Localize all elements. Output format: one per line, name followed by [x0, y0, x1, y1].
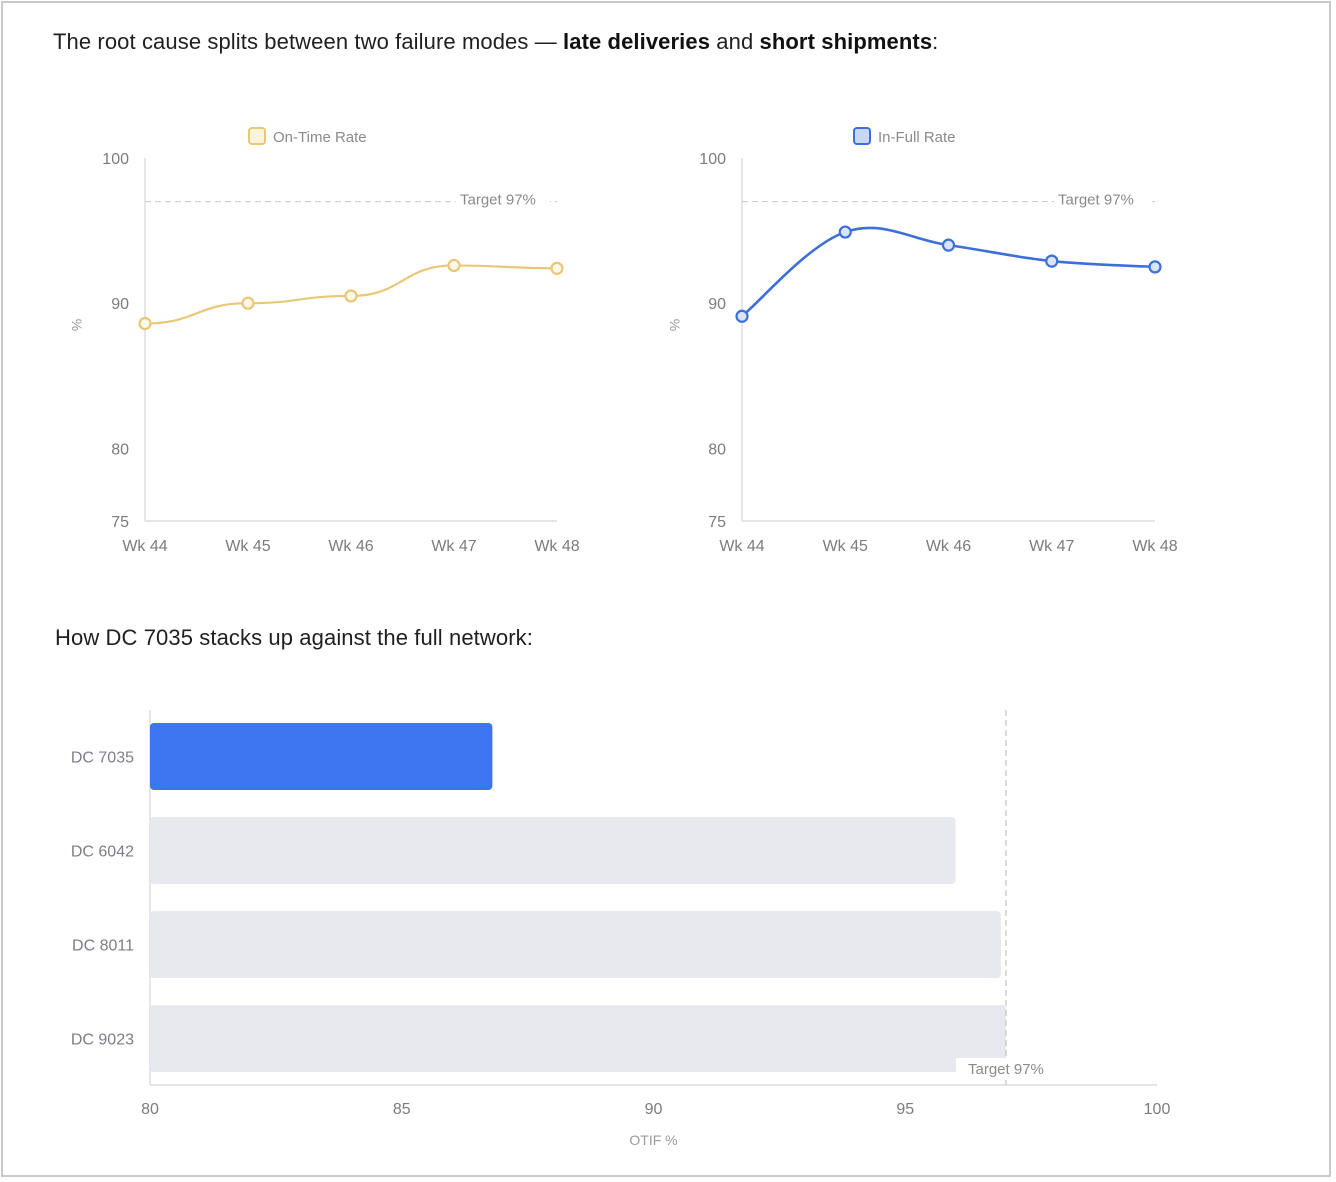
category-label-dc-7035: DC 7035	[71, 750, 134, 767]
intro-suffix: :	[932, 29, 939, 54]
data-point-wk-44	[138, 316, 152, 331]
legend-label: In-Full Rate	[878, 129, 956, 146]
intro-middle: and	[710, 29, 760, 54]
in-full-rate-chart: 100 90 80 75% Wk 44 Wk 45 Wk 46 Wk 47 Wk 48 Targe…	[667, 127, 1178, 555]
legend-swatch	[853, 127, 871, 145]
on-time-rate-chart: 100 90 80 75% Wk 44 Wk 45 Wk 46 Wk 47 Wk 48 Targe…	[69, 127, 580, 555]
bar-dc-7035	[150, 723, 493, 790]
data-point-wk-47	[447, 258, 461, 273]
x-tick-label-85: 85	[393, 1101, 411, 1118]
data-point-wk-46	[344, 289, 358, 303]
data-point-wk-45	[241, 296, 255, 310]
target-label: Target 97%	[460, 192, 536, 209]
intro-bold-late-deliveries: late deliveries	[563, 29, 711, 54]
x-tick-label-wk-46: Wk 46	[926, 538, 971, 555]
legend-swatch	[248, 127, 266, 145]
intro-paragraph: The root cause splits between two failur…	[53, 29, 938, 55]
x-tick-label-100: 100	[1144, 1101, 1171, 1118]
y-tick-label-80: 80	[708, 441, 726, 458]
x-tick-label-wk-47: Wk 47	[1029, 538, 1074, 555]
y-tick-label-90: 90	[708, 296, 726, 313]
x-tick-label-wk-44: Wk 44	[122, 538, 167, 555]
x-tick-label-80: 80	[141, 1101, 159, 1118]
y-axis-title: %	[69, 319, 85, 331]
category-label-dc-9023: DC 9023	[71, 1032, 134, 1049]
target-label-bg	[456, 189, 550, 208]
data-point-wk-45	[838, 225, 852, 239]
data-point-wk-46	[941, 238, 956, 252]
x-tick-label-90: 90	[645, 1101, 663, 1118]
legend-label: On-Time Rate	[273, 129, 367, 146]
category-label-dc-8011: DC 8011	[72, 938, 134, 955]
data-point-wk-48	[550, 261, 564, 275]
x-axis-title: OTIF %	[629, 1132, 677, 1148]
x-tick-label-wk-45: Wk 45	[823, 538, 868, 555]
y-tick-label-90: 90	[111, 296, 129, 313]
intro-prefix: The root cause splits between two failur…	[53, 29, 564, 54]
bar-dc-8011	[150, 911, 1001, 978]
y-tick-label-75: 75	[708, 514, 726, 531]
x-tick-label-wk-45: Wk 45	[225, 538, 270, 555]
x-tick-label-wk-48: Wk 48	[534, 538, 579, 555]
bar-dc-6042	[150, 817, 956, 884]
data-point-wk-47	[1045, 254, 1059, 268]
target-label-bg	[1054, 189, 1148, 208]
y-axis-title: %	[667, 319, 683, 331]
x-tick-label-95: 95	[896, 1101, 914, 1118]
bar-dc-9023	[150, 1005, 1006, 1072]
target-label: Target 97%	[1058, 192, 1134, 209]
target-label: Target 97%	[968, 1061, 1044, 1078]
data-point-wk-44	[735, 309, 749, 323]
y-tick-label-80: 80	[111, 441, 129, 458]
data-point-wk-48	[1148, 260, 1162, 274]
category-label-dc-6042: DC 6042	[71, 844, 134, 861]
x-tick-label-wk-48: Wk 48	[1132, 538, 1177, 555]
y-tick-label-100: 100	[699, 151, 726, 168]
x-tick-label-wk-46: Wk 46	[328, 538, 373, 555]
x-tick-label-wk-44: Wk 44	[719, 538, 764, 555]
intro-bold-short-shipments: short shipments	[759, 29, 933, 54]
y-tick-label-100: 100	[102, 151, 129, 168]
x-tick-label-wk-47: Wk 47	[431, 538, 476, 555]
network-heading: How DC 7035 stacks up against the full n…	[55, 625, 533, 650]
target-label-bg	[955, 1058, 1052, 1078]
y-tick-label-75: 75	[111, 514, 129, 531]
